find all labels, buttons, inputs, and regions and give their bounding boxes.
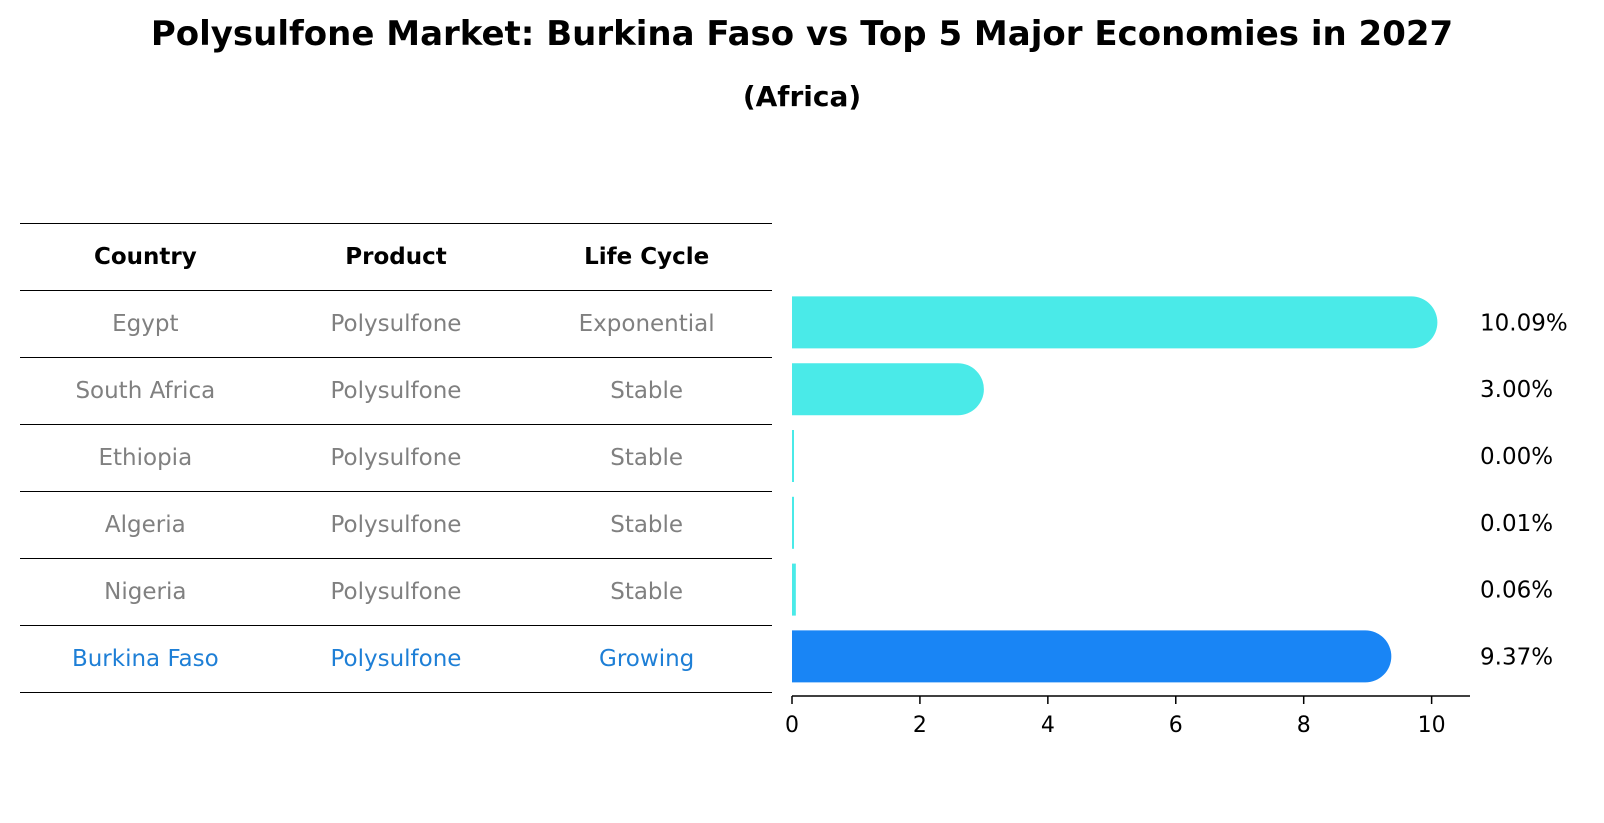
bar-value-label: 0.01%: [1480, 511, 1553, 537]
header-country: Country: [20, 223, 271, 291]
x-tick-label: 2: [913, 713, 927, 738]
bar-value-label: 3.00%: [1480, 377, 1553, 403]
bar-burkina-faso: [792, 630, 1392, 683]
bar-egypt: [792, 296, 1438, 349]
x-tick-label: 6: [1169, 713, 1183, 738]
cell-country: Algeria: [20, 491, 271, 559]
bar-value-label: 9.37%: [1480, 644, 1553, 670]
cell-life-cycle: Stable: [521, 357, 772, 425]
cell-product: Polysulfone: [270, 290, 522, 358]
cell-product: Polysulfone: [270, 491, 522, 559]
x-tick-label: 8: [1297, 713, 1311, 738]
bar-ethiopia: [792, 430, 794, 482]
cell-product: Polysulfone: [270, 558, 522, 626]
bar-value-label: 10.09%: [1480, 310, 1568, 336]
chart-title: Polysulfone Market: Burkina Faso vs Top …: [150, 14, 1454, 54]
cell-country: Ethiopia: [20, 424, 271, 492]
bar-nigeria: [792, 563, 796, 616]
cell-country: Burkina Faso: [20, 625, 271, 693]
x-tick-label: 4: [1041, 713, 1055, 738]
table-row: Algeria Polysulfone Stable: [20, 491, 772, 559]
cell-life-cycle: Stable: [521, 558, 772, 626]
table-row: South Africa Polysulfone Stable: [20, 357, 772, 425]
cell-product: Polysulfone: [270, 625, 522, 693]
cell-life-cycle: Stable: [521, 424, 772, 492]
bar-value-label: 0.06%: [1480, 578, 1553, 604]
cell-life-cycle: Exponential: [521, 290, 772, 358]
cell-product: Polysulfone: [270, 424, 522, 492]
cell-product: Polysulfone: [270, 357, 522, 425]
bar-algeria: [792, 496, 794, 549]
bar-south-africa: [792, 363, 984, 416]
chart-subtitle: (Africa): [742, 80, 862, 113]
table-row-highlighted: Burkina Faso Polysulfone Growing: [20, 625, 772, 693]
cell-country: South Africa: [20, 357, 271, 425]
x-tick-label: 0: [785, 713, 799, 738]
country-table: Country Product Life Cycle Egypt Polysul…: [20, 223, 772, 693]
table-row: Nigeria Polysulfone Stable: [20, 558, 772, 626]
x-tick-label: 10: [1418, 713, 1446, 738]
header-life-cycle: Life Cycle: [521, 223, 772, 291]
header-product: Product: [270, 223, 522, 291]
table-row: Egypt Polysulfone Exponential: [20, 290, 772, 358]
cell-life-cycle: Growing: [521, 625, 772, 693]
cell-life-cycle: Stable: [521, 491, 772, 559]
cell-country: Egypt: [20, 290, 271, 358]
table-header-row: Country Product Life Cycle: [20, 223, 772, 291]
table-row: Ethiopia Polysulfone Stable: [20, 424, 772, 492]
cell-country: Nigeria: [20, 558, 271, 626]
bar-value-label: 0.00%: [1480, 444, 1553, 470]
